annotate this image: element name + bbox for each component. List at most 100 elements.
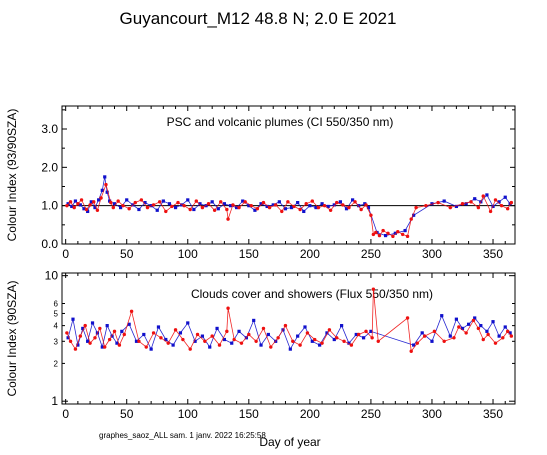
data-point-circle	[370, 336, 374, 340]
data-point-square	[479, 324, 483, 328]
data-point-square	[442, 199, 446, 203]
data-point-circle	[405, 316, 410, 320]
data-point-circle	[457, 325, 461, 329]
data-point-circle	[68, 339, 73, 344]
data-point-circle	[98, 326, 102, 331]
data-point-square	[222, 337, 226, 342]
data-point-circle	[327, 328, 332, 332]
data-point-square	[485, 193, 489, 197]
top-panel-cloud-index: PSC and volcanic plumes (CI 550/350 nm) C…	[5, 105, 516, 261]
data-point-square	[259, 343, 263, 347]
data-point-circle	[310, 199, 315, 203]
series-line-0	[67, 314, 511, 351]
data-point-circle	[335, 336, 339, 340]
data-point-circle	[99, 196, 103, 200]
data-point-circle	[254, 339, 258, 344]
x-tick-label: 150	[239, 407, 259, 421]
data-point-square	[192, 207, 196, 212]
data-point-circle	[353, 200, 357, 204]
data-point-circle	[493, 198, 498, 202]
data-point-square	[115, 341, 119, 345]
data-point-circle	[273, 203, 278, 207]
data-point-square	[215, 326, 219, 331]
data-point-square	[216, 207, 220, 211]
data-point-circle	[371, 232, 376, 237]
data-point-circle	[376, 339, 380, 344]
data-point-circle	[347, 205, 351, 210]
data-point-square	[200, 334, 205, 338]
data-point-circle	[269, 345, 273, 349]
data-point-circle	[188, 207, 192, 212]
data-point-circle	[226, 217, 230, 221]
data-point-square	[403, 228, 407, 233]
data-point-circle	[104, 182, 108, 187]
data-point-circle	[261, 200, 266, 205]
data-point-circle	[79, 198, 84, 202]
data-point-circle	[469, 200, 473, 204]
data-point-square	[155, 208, 159, 212]
data-point-circle	[133, 200, 137, 205]
data-point-square	[103, 175, 107, 179]
data-point-circle	[68, 200, 73, 204]
data-point-circle	[225, 329, 229, 334]
data-point-square	[127, 322, 131, 326]
data-point-square	[78, 203, 82, 207]
data-point-circle	[499, 203, 504, 208]
data-point-circle	[65, 331, 69, 335]
x-tick-label: 100	[178, 247, 198, 261]
data-point-circle	[374, 230, 378, 235]
data-point-square	[222, 202, 226, 206]
data-point-square	[357, 204, 361, 208]
data-point-circle	[78, 334, 83, 338]
data-point-circle	[505, 207, 510, 211]
data-point-square	[454, 204, 458, 209]
data-point-square	[361, 336, 366, 340]
data-point-square	[125, 198, 129, 202]
data-point-square	[82, 207, 86, 211]
data-point-circle	[83, 323, 87, 328]
data-point-circle	[364, 203, 368, 207]
plot-frame	[61, 105, 516, 245]
data-point-square	[149, 347, 153, 351]
data-point-circle	[217, 343, 222, 347]
data-point-circle	[505, 329, 510, 334]
data-point-circle	[386, 231, 390, 235]
data-point-square	[86, 209, 90, 214]
data-point-circle	[261, 326, 266, 331]
data-point-circle	[400, 232, 405, 237]
data-point-circle	[182, 203, 186, 208]
data-point-square	[134, 339, 139, 343]
data-point-circle	[139, 198, 144, 202]
data-point-square	[351, 198, 355, 202]
data-point-square	[430, 339, 434, 343]
data-point-circle	[111, 205, 115, 210]
panel-annotation: Clouds cover and showers (Flux 550/350 n…	[191, 287, 433, 301]
data-point-circle	[409, 217, 413, 221]
data-point-circle	[212, 208, 217, 212]
data-point-circle	[342, 339, 346, 344]
data-point-circle	[359, 207, 363, 212]
data-point-square	[143, 201, 147, 205]
data-point-circle	[349, 343, 354, 347]
y-tick-label: 10	[45, 269, 59, 283]
data-point-square	[325, 331, 329, 335]
x-tick-label: 250	[361, 247, 381, 261]
data-point-circle	[304, 202, 308, 206]
data-point-circle	[122, 332, 126, 337]
x-axis-label: Day of year	[259, 435, 320, 449]
series-line-1	[66, 183, 512, 237]
data-point-circle	[95, 208, 100, 212]
data-point-circle	[237, 205, 241, 210]
data-point-square	[164, 337, 168, 342]
data-point-circle	[298, 343, 302, 347]
data-point-circle	[476, 326, 481, 331]
data-point-circle	[436, 200, 440, 205]
x-tick-label: 50	[120, 247, 134, 261]
data-point-circle	[322, 203, 327, 208]
data-point-square	[277, 200, 281, 204]
data-point-circle	[298, 207, 302, 212]
data-point-square	[271, 203, 275, 207]
y-tick-label: 1.0	[41, 199, 58, 213]
data-point-square	[241, 199, 245, 203]
y-tick-label: 2.0	[41, 160, 58, 174]
